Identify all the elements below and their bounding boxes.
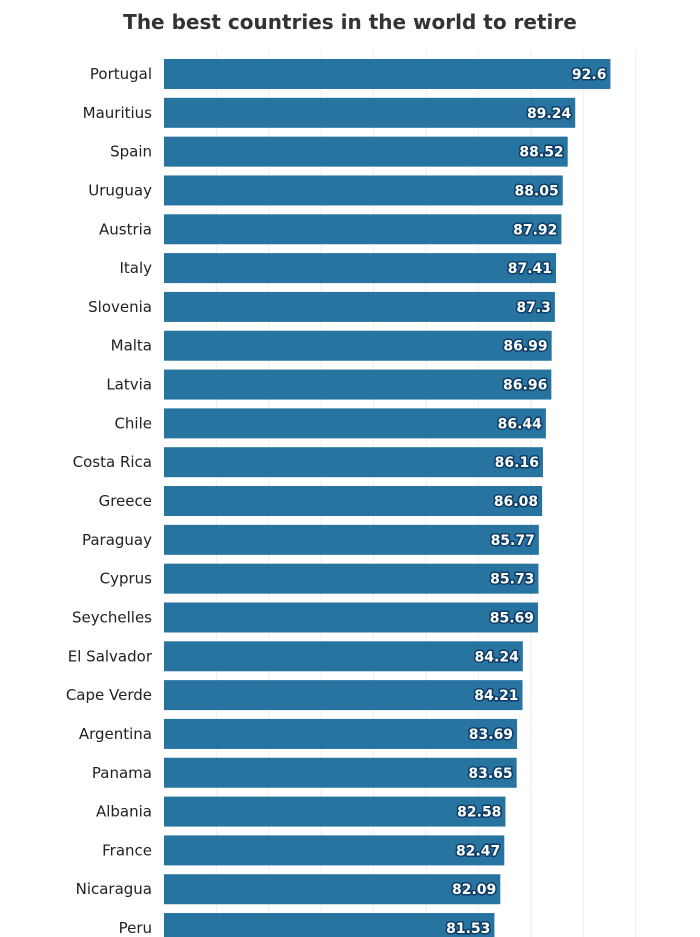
category-label: Austria	[99, 220, 152, 238]
category-label: El Salvador	[68, 647, 153, 665]
data-label: 85.73	[490, 572, 534, 588]
data-label: 82.09	[452, 882, 496, 898]
bar	[164, 796, 506, 827]
data-label: 86.08	[494, 494, 538, 510]
bar	[164, 641, 523, 672]
category-label: Portugal	[90, 65, 152, 83]
bar	[164, 874, 501, 905]
data-label: 82.58	[457, 805, 501, 821]
bar	[164, 175, 563, 206]
data-label: 82.47	[456, 843, 500, 859]
bar	[164, 602, 539, 633]
data-label: 87.3	[516, 300, 551, 316]
data-label: 83.65	[468, 766, 512, 782]
bar	[164, 291, 555, 322]
category-label: Cyprus	[100, 570, 153, 588]
bar	[164, 214, 562, 245]
bar	[164, 757, 517, 788]
data-label: 84.24	[475, 649, 520, 665]
category-label: Peru	[119, 919, 152, 937]
category-label: Panama	[92, 764, 152, 782]
data-label: 85.77	[491, 533, 535, 549]
bar	[164, 913, 495, 937]
data-label: 92.6	[572, 67, 607, 83]
data-label: 87.41	[508, 261, 552, 277]
category-label: Seychelles	[72, 608, 152, 626]
category-label: Malta	[111, 337, 152, 355]
bar	[164, 330, 552, 361]
category-label: Costa Rica	[73, 453, 152, 471]
data-label: 87.92	[513, 222, 557, 238]
bar	[164, 369, 552, 400]
data-label: 86.44	[498, 416, 543, 432]
data-label: 86.96	[503, 378, 547, 394]
category-label: Uruguay	[88, 181, 152, 199]
data-label: 85.69	[490, 610, 534, 626]
bar	[164, 447, 543, 478]
category-label: Mauritius	[83, 104, 153, 122]
data-label: 84.21	[474, 688, 518, 704]
data-label: 83.69	[469, 727, 513, 743]
chart-title: The best countries in the world to retir…	[123, 10, 577, 34]
data-label: 88.05	[514, 183, 558, 199]
bar	[164, 835, 505, 866]
category-label: Chile	[114, 414, 152, 432]
bar	[164, 59, 611, 89]
bar	[164, 408, 546, 439]
category-label: Italy	[119, 259, 152, 277]
data-label: 86.16	[495, 455, 539, 471]
category-label: Latvia	[106, 376, 152, 394]
category-label: Spain	[110, 143, 152, 161]
category-label: Cape Verde	[66, 686, 152, 704]
bar	[164, 524, 539, 555]
data-label: 89.24	[527, 106, 572, 122]
category-label: Greece	[99, 492, 152, 510]
bar	[164, 253, 557, 284]
bar	[164, 718, 518, 749]
category-label: Nicaragua	[76, 880, 152, 898]
category-label: Argentina	[79, 725, 152, 743]
category-label: Albania	[96, 803, 152, 821]
category-label: Paraguay	[82, 531, 152, 549]
data-label: 86.99	[503, 339, 547, 355]
bar	[164, 563, 539, 594]
bar	[164, 136, 568, 167]
data-label: 81.53	[446, 921, 490, 937]
bar	[164, 680, 523, 711]
category-label: Slovenia	[88, 298, 152, 316]
bar	[164, 97, 576, 128]
data-label: 88.52	[519, 145, 563, 161]
category-label: France	[102, 841, 152, 859]
bar	[164, 486, 543, 517]
